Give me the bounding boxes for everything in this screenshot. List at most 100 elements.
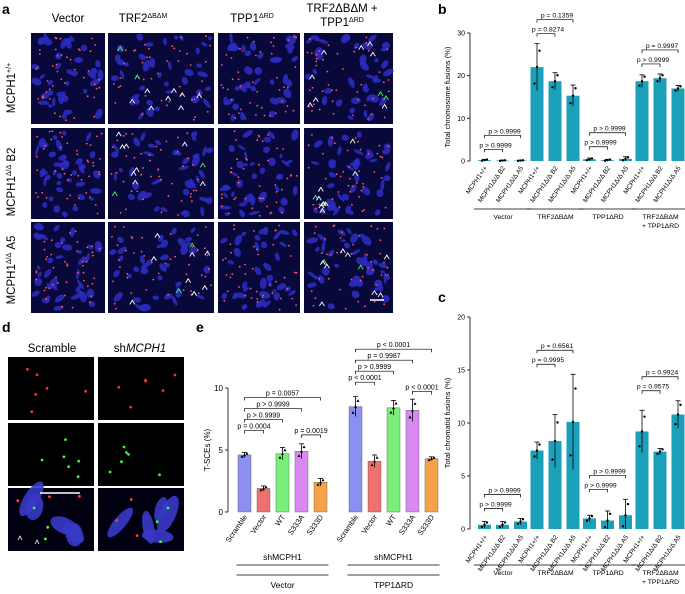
data-point — [603, 525, 607, 529]
telomere-dot — [115, 171, 118, 174]
significance-bracket — [589, 132, 626, 136]
telomere-dot — [331, 100, 334, 103]
chromosome — [138, 53, 146, 61]
data-point — [569, 101, 572, 105]
telomere-dot — [50, 253, 53, 256]
chromosome — [276, 283, 287, 291]
telomere-dot — [176, 151, 179, 153]
chromosome — [60, 37, 68, 49]
telomere-dot — [50, 138, 53, 141]
y-tick-label: 0 — [219, 508, 224, 517]
telomere-dot — [357, 140, 359, 143]
telomere-dot — [275, 201, 278, 204]
telomere-dot — [45, 298, 47, 300]
chromosome — [190, 227, 196, 233]
chromosome — [363, 110, 368, 118]
chromosome — [82, 88, 88, 94]
chromosome — [178, 165, 189, 171]
chromosome — [321, 241, 326, 253]
telomere-dot — [262, 197, 265, 200]
chromosome — [61, 211, 68, 218]
fusion-arrowhead — [320, 201, 327, 207]
telomere-dot — [275, 191, 278, 193]
chromosome — [80, 163, 86, 169]
fusion-arrowhead — [307, 102, 313, 108]
telomere-dot — [44, 537, 47, 541]
telomere-dot — [48, 88, 51, 91]
chromosome — [234, 292, 247, 299]
chromosome — [195, 47, 200, 55]
telomere-dot — [59, 131, 62, 134]
chromosome — [315, 246, 320, 252]
chromosome — [251, 173, 258, 179]
data-point — [283, 448, 287, 452]
micrograph-a — [218, 222, 300, 313]
chromosome — [55, 255, 64, 259]
fusion-arrowhead — [130, 170, 137, 176]
chromosome — [327, 204, 336, 211]
telomere-dot — [373, 171, 376, 173]
y-axis-label: T-SCEs (%) — [203, 429, 212, 472]
telomere-dot — [198, 91, 201, 94]
telomere-dot — [274, 184, 277, 186]
bar — [530, 67, 544, 161]
chromosome — [232, 103, 239, 110]
telomere-dot — [321, 90, 324, 92]
group-label: TRF2ΔBΔM — [642, 570, 679, 577]
fusion-arrowhead — [134, 74, 141, 80]
data-point — [640, 80, 644, 83]
data-point — [585, 519, 589, 522]
chromosome — [223, 96, 228, 105]
telomere-dot — [249, 287, 252, 290]
telomere-dot — [346, 149, 349, 152]
telomere-dot — [76, 475, 80, 479]
data-point — [485, 158, 489, 161]
telomere-dot — [227, 113, 230, 116]
telomere-dot — [111, 236, 113, 238]
telomere-dot — [48, 287, 51, 290]
telomere-dot — [270, 41, 272, 44]
telomere-dot — [337, 191, 340, 193]
chromosome — [346, 228, 352, 235]
p-value-label: p > 0.9999 — [479, 142, 512, 149]
telomere-dot — [237, 176, 240, 179]
fusion-arrowhead — [191, 290, 197, 296]
significance-bracket — [536, 33, 556, 37]
fusion-arrowhead — [316, 195, 322, 201]
data-point — [674, 422, 677, 426]
chromosome — [47, 79, 54, 85]
p-value-label: p < 0.0001 — [377, 342, 410, 349]
telomere-dot — [326, 70, 329, 73]
group-label: Vector — [493, 214, 513, 221]
data-point — [626, 502, 630, 506]
telomere-dot — [125, 451, 128, 454]
telomere-dot — [95, 87, 98, 90]
chromosome — [228, 145, 235, 153]
panel-a-image-grid — [31, 32, 394, 313]
chromosome — [71, 170, 78, 176]
telomere-dot — [379, 239, 382, 242]
telomere-dot — [273, 36, 275, 39]
x-tick-label: S333A — [286, 513, 306, 537]
chromosome — [63, 522, 84, 544]
panel-d-letter: d — [2, 319, 11, 335]
chromosome — [90, 78, 101, 87]
telomere-dot — [204, 226, 207, 228]
telomere-dot — [80, 179, 83, 181]
telomere-dot — [315, 207, 317, 210]
telomere-dot — [387, 274, 389, 276]
chromosome — [132, 297, 142, 303]
micrograph-d — [8, 357, 94, 420]
telomere-dot — [210, 284, 212, 287]
telomere-dot — [117, 86, 120, 89]
telomere-dot — [46, 80, 49, 82]
bar — [386, 407, 401, 513]
chromosome — [317, 38, 329, 44]
telomere-dot — [224, 257, 227, 260]
telomere-dot — [357, 300, 360, 303]
telomere-dot — [383, 303, 385, 306]
telomere-dot — [125, 155, 128, 157]
telomere-dot — [148, 56, 151, 59]
telomere-dot — [88, 175, 90, 178]
panel-d-col-scramble: Scramble — [28, 343, 77, 355]
